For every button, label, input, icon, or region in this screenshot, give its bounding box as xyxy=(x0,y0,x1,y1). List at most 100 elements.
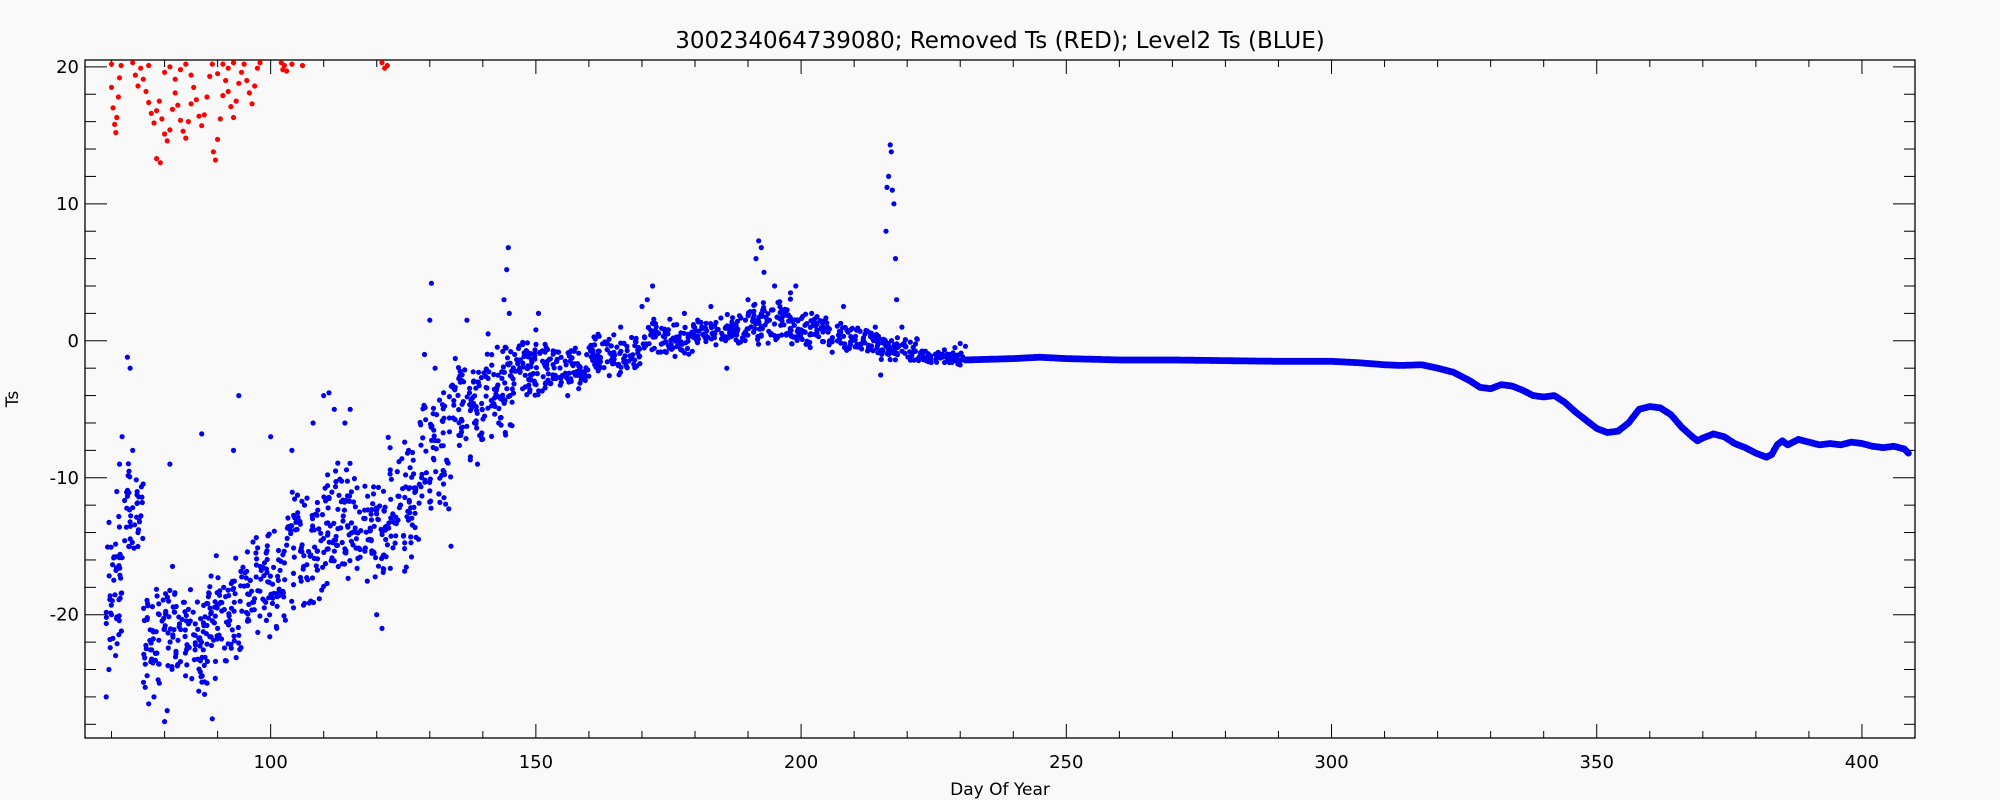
level2-ts-point xyxy=(794,334,800,340)
level2-ts-point xyxy=(470,369,476,375)
level2-ts-point xyxy=(733,337,739,343)
removed-ts-point xyxy=(185,119,191,125)
level2-ts-point xyxy=(701,331,707,337)
removed-ts-point xyxy=(225,88,231,95)
level2-ts-point xyxy=(126,543,132,550)
level2-ts-point xyxy=(340,497,346,503)
level2-ts-point xyxy=(503,345,509,351)
removed-ts-point xyxy=(108,61,115,67)
level2-ts-point xyxy=(356,509,363,515)
level2-ts-point xyxy=(705,334,711,340)
level2-ts-point xyxy=(292,496,298,502)
level2-ts-point xyxy=(446,415,452,421)
level2-ts-point xyxy=(118,628,124,634)
level2-ts-point xyxy=(467,385,473,391)
level2-ts-point xyxy=(306,600,312,606)
level2-ts-point xyxy=(862,331,868,337)
level2-ts-point xyxy=(315,507,321,513)
level2-ts-point xyxy=(228,645,234,651)
level2-ts-point xyxy=(388,476,394,482)
level2-ts-point xyxy=(167,587,173,594)
level2-ts-point xyxy=(649,347,655,353)
level2-ts-point xyxy=(852,344,858,350)
level2-ts-point xyxy=(345,575,351,582)
level2-ts-point xyxy=(371,484,377,490)
level2-ts-point xyxy=(348,538,354,544)
level2-ts-point xyxy=(430,455,436,461)
level2-ts-point xyxy=(737,339,744,345)
level2-ts-point xyxy=(947,351,953,358)
level2-ts-point xyxy=(284,535,290,542)
level2-ts-point xyxy=(240,564,246,570)
level2-ts-point xyxy=(277,567,283,574)
level2-ts-point xyxy=(927,356,934,362)
level2-ts-point xyxy=(245,591,251,597)
level2-ts-point xyxy=(496,405,502,412)
level2-ts-point xyxy=(510,376,516,382)
level2-ts-point xyxy=(176,614,182,620)
level2-ts-point xyxy=(544,358,550,365)
level2-ts-point xyxy=(501,369,507,375)
level2-ts-point xyxy=(109,598,115,604)
level2-ts-point xyxy=(617,350,623,356)
level2-ts-point xyxy=(228,605,235,611)
level2-ts-point xyxy=(479,406,485,412)
level2-ts-point xyxy=(516,343,523,349)
level2-ts-point xyxy=(116,524,122,530)
level2-ts-point xyxy=(418,442,424,448)
level2-ts-point xyxy=(483,393,489,399)
level2-ts-point xyxy=(281,548,287,554)
level2-ts-point xyxy=(231,578,237,584)
level2-ts-point xyxy=(153,586,160,592)
level2-ts-point xyxy=(428,280,434,286)
level2-ts-point xyxy=(667,316,673,322)
level2-ts-point xyxy=(528,356,534,362)
level2-ts-point xyxy=(232,591,238,597)
level2-ts-point xyxy=(670,335,676,341)
level2-ts-point xyxy=(182,633,188,640)
level2-ts-point xyxy=(500,364,506,370)
level2-ts-point xyxy=(173,603,179,610)
level2-ts-point xyxy=(517,369,523,375)
level2-ts-point xyxy=(347,460,353,466)
level2-ts-point xyxy=(692,328,699,334)
level2-ts-point xyxy=(386,520,392,526)
level2-ts-point xyxy=(226,611,232,617)
level2-ts-point xyxy=(544,346,551,353)
level2-ts-point xyxy=(140,535,146,542)
level2-ts-point xyxy=(611,332,617,338)
removed-ts-point xyxy=(114,114,120,121)
level2-ts-point xyxy=(522,384,529,390)
level2-ts-point xyxy=(595,348,601,354)
level2-ts-point xyxy=(787,290,794,296)
level2-ts-point xyxy=(849,325,855,331)
level2-ts-point xyxy=(325,505,331,511)
level2-ts-point xyxy=(122,538,128,544)
level2-ts-point xyxy=(907,339,913,345)
level2-ts-point xyxy=(685,338,691,344)
level2-ts-point xyxy=(730,332,736,338)
level2-ts-point xyxy=(517,357,524,363)
level2-ts-point xyxy=(295,510,301,516)
level2-ts-point xyxy=(298,578,304,584)
removed-ts-point xyxy=(210,149,216,155)
level2-ts-point xyxy=(271,590,277,596)
level2-ts-point xyxy=(394,469,400,475)
level2-ts-point xyxy=(423,448,429,454)
level2-ts-point xyxy=(751,302,757,308)
removed-ts-point xyxy=(199,123,205,129)
level2-ts-point xyxy=(146,701,152,707)
level2-ts-point xyxy=(457,368,463,374)
level2-ts-point xyxy=(569,361,576,367)
level2-ts-point xyxy=(761,304,767,311)
level2-ts-point xyxy=(734,318,741,324)
level2-ts-point xyxy=(423,417,429,423)
x-tick-label: 100 xyxy=(253,752,287,773)
level2-ts-point xyxy=(751,312,757,319)
level2-ts-point xyxy=(347,406,353,412)
level2-ts-point xyxy=(342,420,348,426)
removed-ts-point xyxy=(118,62,124,69)
level2-ts-point xyxy=(879,351,885,357)
level2-ts-point xyxy=(866,342,872,348)
level2-ts-point xyxy=(888,149,894,155)
